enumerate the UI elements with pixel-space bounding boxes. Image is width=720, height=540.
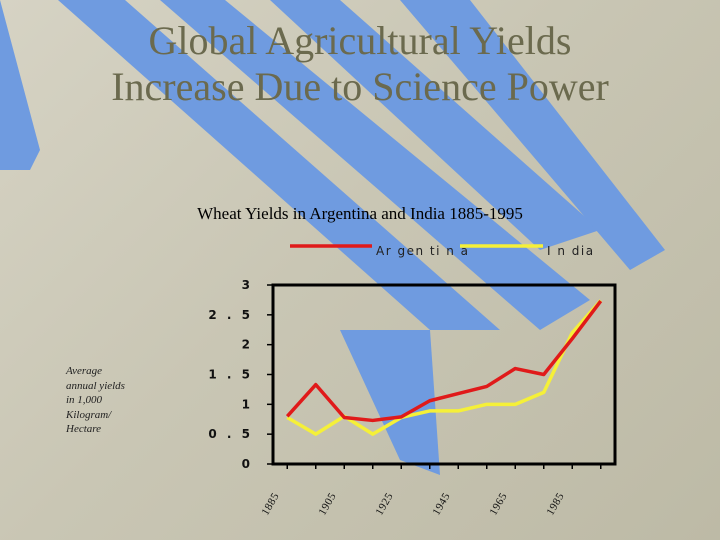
slide-title-line-1: Global Agricultural Yields: [148, 18, 572, 63]
y-axis-label-line-4: Kilogram/: [66, 408, 112, 421]
y-tick-label-1: 0 . 5: [208, 427, 253, 441]
plot-frame: [271, 283, 617, 466]
y-tick-label-4: 2: [242, 338, 253, 352]
x-tick-label-3: 1945: [430, 491, 452, 518]
legend-argentina-label: Ar gen ti n a: [376, 244, 470, 258]
y-axis-label-line-2: annual yields: [66, 379, 125, 392]
stripe-2: [58, 0, 500, 330]
y-axis-label-line-3: in 1,000: [66, 394, 103, 406]
series-line-india: [286, 299, 603, 436]
y-axis-label-line-5: Hectare: [66, 423, 102, 435]
stripe-6: [340, 330, 440, 475]
x-tick-label-5: 1985: [544, 491, 566, 518]
y-tick-label-3: 1 . 5: [208, 368, 253, 382]
y-axis-label-line-1: Average: [66, 365, 103, 377]
stripe-1: [0, 0, 40, 170]
y-tick-label-5: 2 . 5: [208, 308, 253, 322]
y-tick-label-0: 0: [242, 457, 253, 471]
y-tick-label-6: 3: [242, 278, 253, 292]
stripe-4: [270, 0, 600, 250]
x-tick-label-4: 1965: [487, 491, 509, 518]
slide-title-line-2: Increase Due to Science Power: [111, 64, 609, 109]
y-axis-label: Average annual yields in 1,000 Kilogram/…: [66, 364, 146, 437]
legend-india-label: I n dia: [547, 244, 595, 258]
x-tick-label-2: 1925: [373, 491, 395, 518]
x-tick-label-1: 1905: [316, 491, 338, 518]
stripe-5: [400, 0, 665, 270]
x-tick-label-0: 1885: [259, 491, 281, 518]
y-tick-label-2: 1: [242, 397, 253, 411]
slide-title: Global Agricultural Yields Increase Due …: [0, 18, 720, 110]
series-line-argentina: [285, 300, 603, 423]
chart-title: Wheat Yields in Argentina and India 1885…: [197, 204, 523, 223]
